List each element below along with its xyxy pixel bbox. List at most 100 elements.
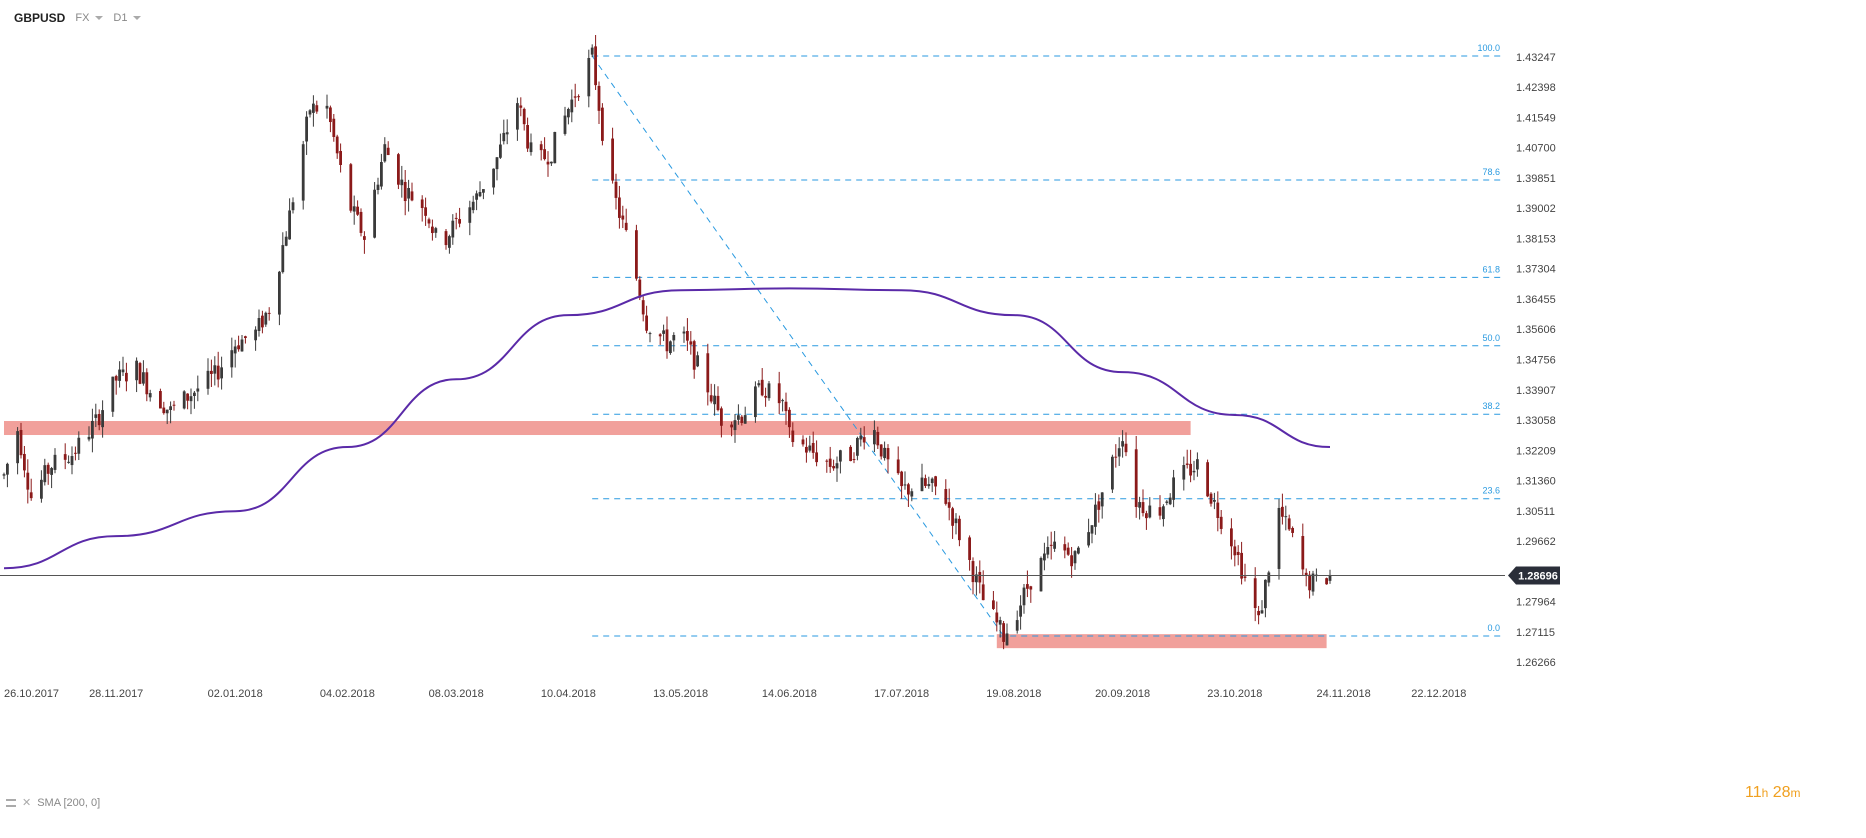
candle-body — [733, 420, 737, 431]
candle-body — [862, 437, 866, 443]
candle-body — [305, 116, 308, 142]
candle-body — [111, 376, 115, 412]
candle-body — [947, 502, 951, 508]
candle-body — [1138, 502, 1141, 508]
candle-body — [43, 465, 47, 483]
y-tick-label: 1.33058 — [1516, 415, 1556, 427]
timeframe-selector[interactable]: D1 — [113, 12, 142, 24]
candle-body — [638, 279, 642, 298]
candle-body — [230, 350, 234, 368]
candle-body — [896, 459, 900, 474]
candle-body — [339, 150, 342, 165]
candle-body — [1233, 546, 1237, 556]
candle-body — [67, 461, 70, 463]
candle-body — [754, 386, 757, 418]
candle-body — [444, 231, 448, 246]
candle-body — [1043, 553, 1046, 561]
candle-body — [101, 410, 104, 428]
candle-body — [927, 484, 931, 487]
x-tick-label: 08.03.2018 — [429, 688, 484, 700]
candle-body — [971, 561, 975, 583]
candle-body — [1236, 551, 1240, 556]
candle-body — [1196, 459, 1199, 470]
candle-body — [801, 439, 805, 445]
candle-body — [380, 162, 383, 187]
y-tick-label: 1.35606 — [1516, 324, 1556, 336]
candle-body — [135, 360, 138, 381]
candle-body — [1158, 507, 1162, 516]
candle-body — [145, 372, 149, 395]
indicator-legend: ✕ SMA [200, 0] — [6, 796, 100, 809]
candle-body — [427, 219, 431, 224]
candle-body — [522, 108, 526, 125]
candle-body — [448, 236, 451, 248]
candle-body — [706, 353, 710, 393]
candle-body — [682, 331, 686, 334]
candle-body — [6, 463, 9, 475]
candle-body — [1253, 578, 1257, 609]
candle-body — [138, 363, 142, 384]
symbol-label[interactable]: GBPUSD — [14, 11, 66, 25]
candle-body — [594, 46, 597, 86]
candle-body — [1308, 574, 1311, 591]
price-zone — [996, 634, 1327, 649]
candle-body — [658, 334, 662, 337]
candle-body — [1267, 572, 1271, 583]
y-tick-label: 1.40700 — [1516, 143, 1556, 155]
candle-body — [529, 142, 533, 153]
candle-body — [492, 168, 495, 188]
candle-body — [1230, 528, 1233, 547]
candle-body — [601, 107, 604, 141]
candle-body — [70, 456, 74, 466]
chart-toolbar: GBPUSD FX D1 — [0, 0, 1514, 36]
y-tick-label: 1.37304 — [1516, 264, 1556, 276]
x-tick-label: 02.01.2018 — [208, 688, 263, 700]
candle-body — [1053, 541, 1056, 549]
candle-body — [597, 85, 601, 111]
candle-body — [992, 600, 995, 609]
candle-body — [1121, 441, 1124, 447]
candle-body — [764, 395, 767, 398]
candle-body — [16, 431, 19, 464]
candle-body — [686, 331, 689, 341]
candle-body — [1260, 610, 1264, 614]
candle-body — [410, 191, 414, 201]
candle-body — [852, 458, 856, 460]
candle-body — [784, 401, 788, 412]
candle-body — [165, 409, 169, 414]
candle-body — [1304, 572, 1308, 576]
y-tick-label: 1.43247 — [1516, 52, 1556, 64]
y-tick-label: 1.30511 — [1516, 506, 1555, 518]
candle-body — [1063, 544, 1067, 551]
countdown-hours: 11 — [1745, 784, 1762, 801]
candle-body — [944, 489, 948, 504]
candle-body — [1046, 547, 1050, 555]
candle-body — [1209, 493, 1213, 504]
candle-body — [614, 181, 618, 198]
candle-body — [621, 215, 625, 220]
fib-level-label: 38.2 — [1482, 401, 1500, 411]
candle-body — [519, 105, 523, 108]
x-tick-label: 13.05.2018 — [653, 688, 708, 700]
candle-body — [930, 478, 934, 484]
candle-body — [611, 138, 614, 181]
candle-body — [121, 369, 125, 373]
candle-body — [1165, 501, 1169, 503]
y-tick-label: 1.42398 — [1516, 82, 1556, 94]
candle-body — [29, 492, 33, 499]
candle-body — [1206, 462, 1209, 497]
candle-body — [397, 154, 400, 185]
candle-body — [26, 472, 30, 490]
candle-body — [46, 464, 50, 474]
fib-level-label: 23.6 — [1482, 486, 1500, 496]
candle-body — [1172, 477, 1175, 500]
candle-body — [1189, 463, 1192, 476]
candle-body — [815, 452, 818, 463]
candle-body — [114, 376, 118, 381]
candle-body — [1257, 610, 1260, 616]
candle-body — [278, 271, 281, 315]
market-selector[interactable]: FX — [75, 12, 104, 24]
countdown-minutes: 28 — [1772, 784, 1791, 801]
close-icon[interactable]: ✕ — [22, 797, 32, 809]
